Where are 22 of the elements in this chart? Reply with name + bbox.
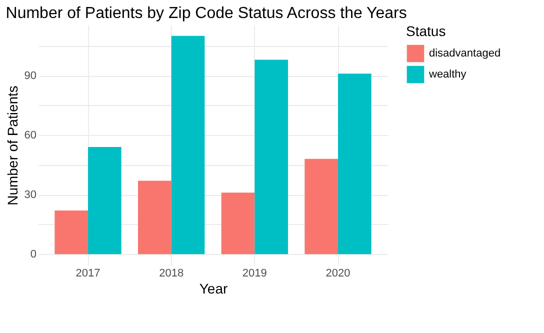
bar [254, 60, 288, 254]
bar [138, 180, 172, 254]
bar [221, 192, 255, 254]
legend-label: wealthy [428, 68, 467, 80]
y-tick-label: 0 [30, 248, 36, 261]
x-tick-label: 2019 [242, 268, 267, 280]
bar [54, 210, 88, 254]
x-axis-title: Year [199, 280, 228, 296]
chart-title: Number of Patients by Zip Code Status Across the Years [6, 5, 407, 22]
x-tick-label: 2018 [159, 268, 184, 280]
y-tick-label: 90 [24, 70, 36, 82]
x-tick-label: 2020 [326, 268, 350, 280]
bar [338, 74, 372, 254]
legend-title: Status [406, 23, 446, 39]
bar [304, 158, 338, 254]
x-tick-label: 2017 [76, 268, 100, 280]
bar [88, 146, 122, 254]
bar [171, 36, 205, 254]
y-axis-title: Number of Patients [4, 86, 20, 206]
y-tick-label: 30 [24, 189, 36, 202]
legend-label: disadvantaged [429, 48, 501, 60]
y-tick-label: 60 [24, 130, 36, 142]
